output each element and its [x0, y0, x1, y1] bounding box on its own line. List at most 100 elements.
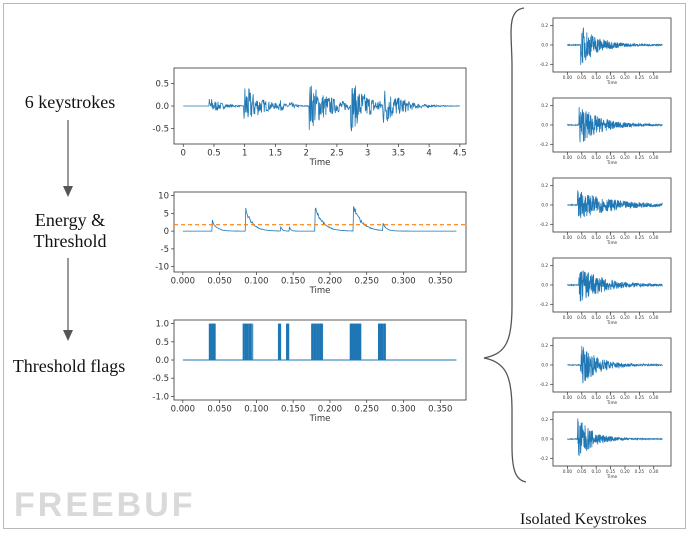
x-tick-label: 0.250 — [355, 405, 379, 415]
isolated-keystroke-3-chart: 0.00 0.05 0.10 0.15 0.20 0.25 0.30 0.2 0.0 -0.2 Ti… — [540, 177, 672, 245]
x-axis-label: Time — [606, 320, 618, 325]
y-tick-label: -0.2 — [540, 456, 549, 461]
y-tick-label: 1.0 — [155, 320, 169, 330]
y-tick-label: 0.2 — [541, 103, 548, 108]
y-tick-label: 0.5 — [155, 80, 169, 90]
x-tick-label: 0.300 — [391, 277, 415, 287]
isolated-waveform-series — [567, 270, 663, 302]
x-tick-label: 0.00 — [563, 75, 573, 80]
isolated-keystroke-5-chart: 0.00 0.05 0.10 0.15 0.20 0.25 0.30 0.2 0.0 -0.2 Ti… — [540, 337, 672, 405]
flag-block — [242, 323, 254, 360]
x-tick-label: 0.250 — [355, 277, 379, 287]
flag-block — [311, 323, 324, 360]
y-tick-label: -0.5 — [152, 124, 169, 134]
x-axis-label: Time — [606, 80, 618, 85]
x-tick-label: 0.30 — [649, 235, 659, 240]
curly-brace-icon — [483, 7, 527, 483]
y-tick-label: 0.2 — [541, 417, 548, 422]
isolated-waveform-series — [567, 27, 663, 65]
x-axis-label: Time — [606, 160, 618, 165]
x-tick-label: 0.30 — [649, 75, 659, 80]
x-tick-label: 0.050 — [207, 277, 231, 287]
y-tick-label: 0.0 — [541, 42, 548, 47]
x-tick-label: 3.5 — [392, 149, 406, 159]
x-tick-label: 0.350 — [428, 277, 452, 287]
label-isolated-keystrokes: Isolated Keystrokes — [520, 511, 647, 528]
x-tick-label: 0.25 — [635, 75, 645, 80]
y-tick-label: -10 — [155, 263, 169, 273]
x-axis-label: Time — [606, 474, 618, 479]
x-tick-label: 0.15 — [606, 155, 616, 160]
isolated-waveform-series — [567, 190, 663, 219]
x-tick-label: 0.30 — [649, 315, 659, 320]
x-tick-label: 3 — [365, 149, 370, 159]
isolated-keystroke-2-chart: 0.00 0.05 0.10 0.15 0.20 0.25 0.30 0.2 0.0 -0.2 Ti… — [540, 97, 672, 165]
y-tick-label: -0.2 — [540, 222, 549, 227]
x-tick-label: 0.15 — [606, 235, 616, 240]
x-tick-label: 4 — [426, 149, 431, 159]
x-tick-label: 0.25 — [635, 315, 645, 320]
x-tick-label: 1.5 — [269, 149, 283, 159]
y-tick-label: 0.0 — [541, 202, 548, 207]
x-tick-label: 0.00 — [563, 395, 573, 400]
flag-block — [377, 323, 386, 360]
x-tick-label: 0.150 — [281, 405, 305, 415]
x-tick-label: 0.050 — [207, 405, 231, 415]
x-tick-label: 0.200 — [318, 405, 342, 415]
x-tick-label: 0.30 — [649, 155, 659, 160]
watermark-text: FREEBUF — [14, 486, 196, 524]
flag-block — [208, 323, 216, 360]
isolated-waveform-series — [567, 107, 663, 143]
x-tick-label: 0 — [181, 149, 186, 159]
down-arrow-icon — [63, 258, 73, 341]
x-tick-label: 0.05 — [577, 469, 587, 474]
x-tick-label: 0.10 — [592, 469, 602, 474]
x-tick-label: 0.350 — [428, 405, 452, 415]
x-tick-label: 0.200 — [318, 277, 342, 287]
x-tick-label: 0.05 — [577, 315, 587, 320]
x-tick-label: 0.100 — [244, 277, 268, 287]
y-tick-label: 0.0 — [541, 282, 548, 287]
x-tick-label: 0.00 — [563, 469, 573, 474]
waveform-series — [183, 85, 461, 132]
x-tick-label: 0.05 — [577, 155, 587, 160]
x-tick-label: 0.00 — [563, 315, 573, 320]
y-tick-label: -1.0 — [152, 392, 169, 402]
x-tick-label: 0.15 — [606, 75, 616, 80]
x-axis-label: Time — [309, 158, 331, 168]
x-tick-label: 0.5 — [207, 149, 221, 159]
energy-series — [182, 206, 457, 232]
x-tick-label: 2 — [303, 149, 308, 159]
x-axis-label: Time — [309, 414, 331, 424]
x-tick-label: 0.20 — [620, 315, 630, 320]
x-tick-label: 0.000 — [171, 277, 195, 287]
x-axis-label: Time — [309, 286, 331, 296]
keystroke-waveform-chart: 0 0.5 1 1.5 2 2.5 3 3.5 4 4.5 0.5 0.0 -0.5 Time — [152, 67, 467, 168]
y-tick-label: 0.2 — [541, 183, 548, 188]
y-tick-label: 10 — [158, 192, 169, 202]
isolated-waveform-series — [567, 345, 663, 384]
x-tick-label: 0.20 — [620, 235, 630, 240]
isolated-waveform-series — [567, 418, 663, 456]
y-tick-label: 0.0 — [541, 436, 548, 441]
label-energy-threshold: Energy & Threshold — [14, 210, 126, 252]
threshold-flags-chart: 0.000 0.050 0.100 0.150 0.200 0.250 0.300 0.350… — [152, 319, 467, 424]
isolated-keystroke-4-chart: 0.00 0.05 0.10 0.15 0.20 0.25 0.30 0.2 0.0 -0.2 Ti… — [540, 257, 672, 325]
flag-block — [286, 323, 290, 360]
x-tick-label: 0.100 — [244, 405, 268, 415]
down-arrow-icon — [63, 120, 73, 197]
x-tick-label: 4.5 — [453, 149, 467, 159]
x-tick-label: 0.10 — [592, 395, 602, 400]
x-tick-label: 0.10 — [592, 235, 602, 240]
x-axis-label: Time — [606, 400, 618, 405]
isolated-keystroke-1-chart: 0.00 0.05 0.10 0.15 0.20 0.25 0.30 0.2 0.0 -0.2 Ti… — [540, 17, 672, 85]
x-tick-label: 0.00 — [563, 235, 573, 240]
x-tick-label: 0.000 — [171, 405, 195, 415]
isolated-keystroke-6-chart: 0.00 0.05 0.10 0.15 0.20 0.25 0.30 0.2 0.0 -0.2 Ti… — [540, 411, 672, 479]
x-tick-label: 1 — [242, 149, 247, 159]
x-tick-label: 0.00 — [563, 155, 573, 160]
x-tick-label: 0.10 — [592, 315, 602, 320]
label-threshold-flags: Threshold flags — [12, 356, 126, 376]
energy-threshold-chart: 0.000 0.050 0.100 0.150 0.200 0.250 0.300 0.350… — [155, 192, 467, 296]
y-tick-label: -0.2 — [540, 382, 549, 387]
